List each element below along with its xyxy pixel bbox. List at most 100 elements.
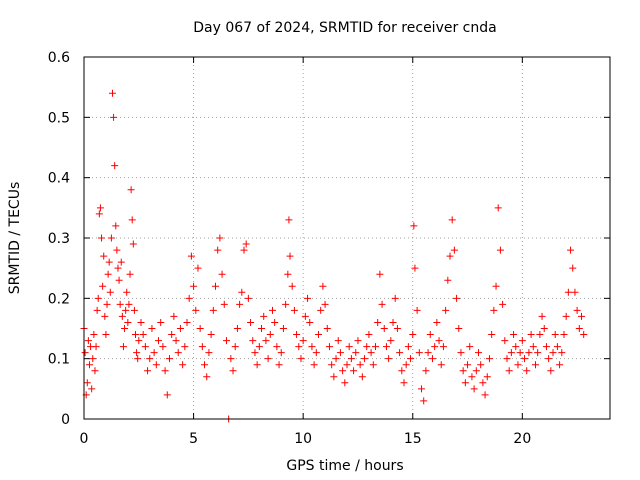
data-point (442, 306, 450, 314)
data-point (115, 276, 123, 284)
data-point (545, 355, 553, 363)
y-tick-label: 0.2 (48, 291, 70, 307)
data-point (553, 343, 561, 351)
data-point (207, 331, 215, 339)
data-point (129, 240, 137, 248)
data-point (110, 113, 118, 121)
data-point (194, 264, 202, 272)
data-point (95, 210, 103, 218)
data-point (102, 331, 110, 339)
data-point (150, 349, 158, 357)
data-point (104, 270, 112, 278)
y-tick-label: 0 (61, 412, 70, 428)
data-point (139, 331, 147, 339)
data-point (450, 246, 458, 254)
data-point (503, 355, 511, 363)
data-point (424, 349, 432, 357)
data-point (382, 343, 390, 351)
data-point (387, 337, 395, 345)
data-point (273, 343, 281, 351)
data-point (126, 270, 134, 278)
data-point (393, 325, 401, 332)
data-point (464, 361, 472, 369)
data-point (367, 349, 375, 357)
data-point (279, 325, 287, 332)
data-point (374, 318, 382, 326)
data-point (100, 252, 108, 260)
data-point (369, 361, 377, 369)
x-tick-label: 15 (404, 431, 422, 447)
data-point (361, 355, 369, 363)
data-point (494, 204, 502, 212)
data-point (446, 252, 454, 260)
data-point (262, 337, 270, 345)
data-point (187, 252, 195, 260)
data-point (358, 373, 366, 381)
data-point (117, 258, 125, 266)
data-point (107, 234, 115, 242)
data-point (345, 343, 353, 351)
data-point (124, 318, 132, 326)
data-point (391, 294, 399, 302)
data-point (111, 162, 119, 170)
data-point (516, 349, 524, 357)
data-point (192, 306, 200, 314)
data-point (512, 343, 520, 351)
x-tick-label: 20 (513, 431, 531, 447)
data-point (444, 276, 452, 284)
data-point (536, 331, 544, 339)
data-point (264, 355, 272, 363)
data-point (540, 325, 548, 332)
data-point (299, 337, 307, 345)
data-point (341, 379, 349, 387)
data-point (135, 337, 143, 345)
data-point (389, 318, 397, 326)
data-point (492, 282, 500, 290)
x-tick-label: 0 (80, 431, 89, 447)
data-point (439, 343, 447, 351)
data-point (285, 216, 293, 224)
data-point (352, 349, 360, 357)
data-point (190, 282, 198, 290)
data-point (356, 361, 364, 369)
data-point (580, 331, 588, 339)
data-point (510, 331, 518, 339)
data-point (400, 379, 408, 387)
data-point (531, 361, 539, 369)
data-point (249, 337, 257, 345)
data-point (468, 373, 476, 381)
data-point (113, 246, 121, 254)
data-point (470, 385, 478, 393)
data-point (201, 361, 209, 369)
data-point (354, 337, 362, 345)
data-point (271, 318, 279, 326)
y-tick-label: 0.3 (48, 231, 70, 247)
data-point (409, 331, 417, 339)
data-point (308, 343, 316, 351)
data-point (418, 385, 426, 393)
data-point (133, 349, 141, 357)
data-point (227, 355, 235, 363)
data-point (83, 379, 91, 387)
data-point (163, 391, 171, 399)
x-tick-label: 5 (189, 431, 198, 447)
data-point (141, 343, 149, 351)
data-point (483, 373, 491, 381)
data-point (575, 325, 583, 332)
y-tick-label: 0.6 (48, 50, 70, 66)
data-point (371, 343, 379, 351)
plot-frame (83, 56, 611, 420)
data-point (92, 343, 100, 351)
data-point (255, 343, 263, 351)
data-point (567, 246, 575, 254)
data-point (402, 361, 410, 369)
data-point (558, 349, 566, 357)
data-point (573, 306, 581, 314)
data-point (336, 349, 344, 357)
data-point (152, 361, 160, 369)
data-point (297, 355, 305, 363)
data-point (496, 246, 504, 254)
data-point (461, 379, 469, 387)
data-point (523, 367, 531, 375)
